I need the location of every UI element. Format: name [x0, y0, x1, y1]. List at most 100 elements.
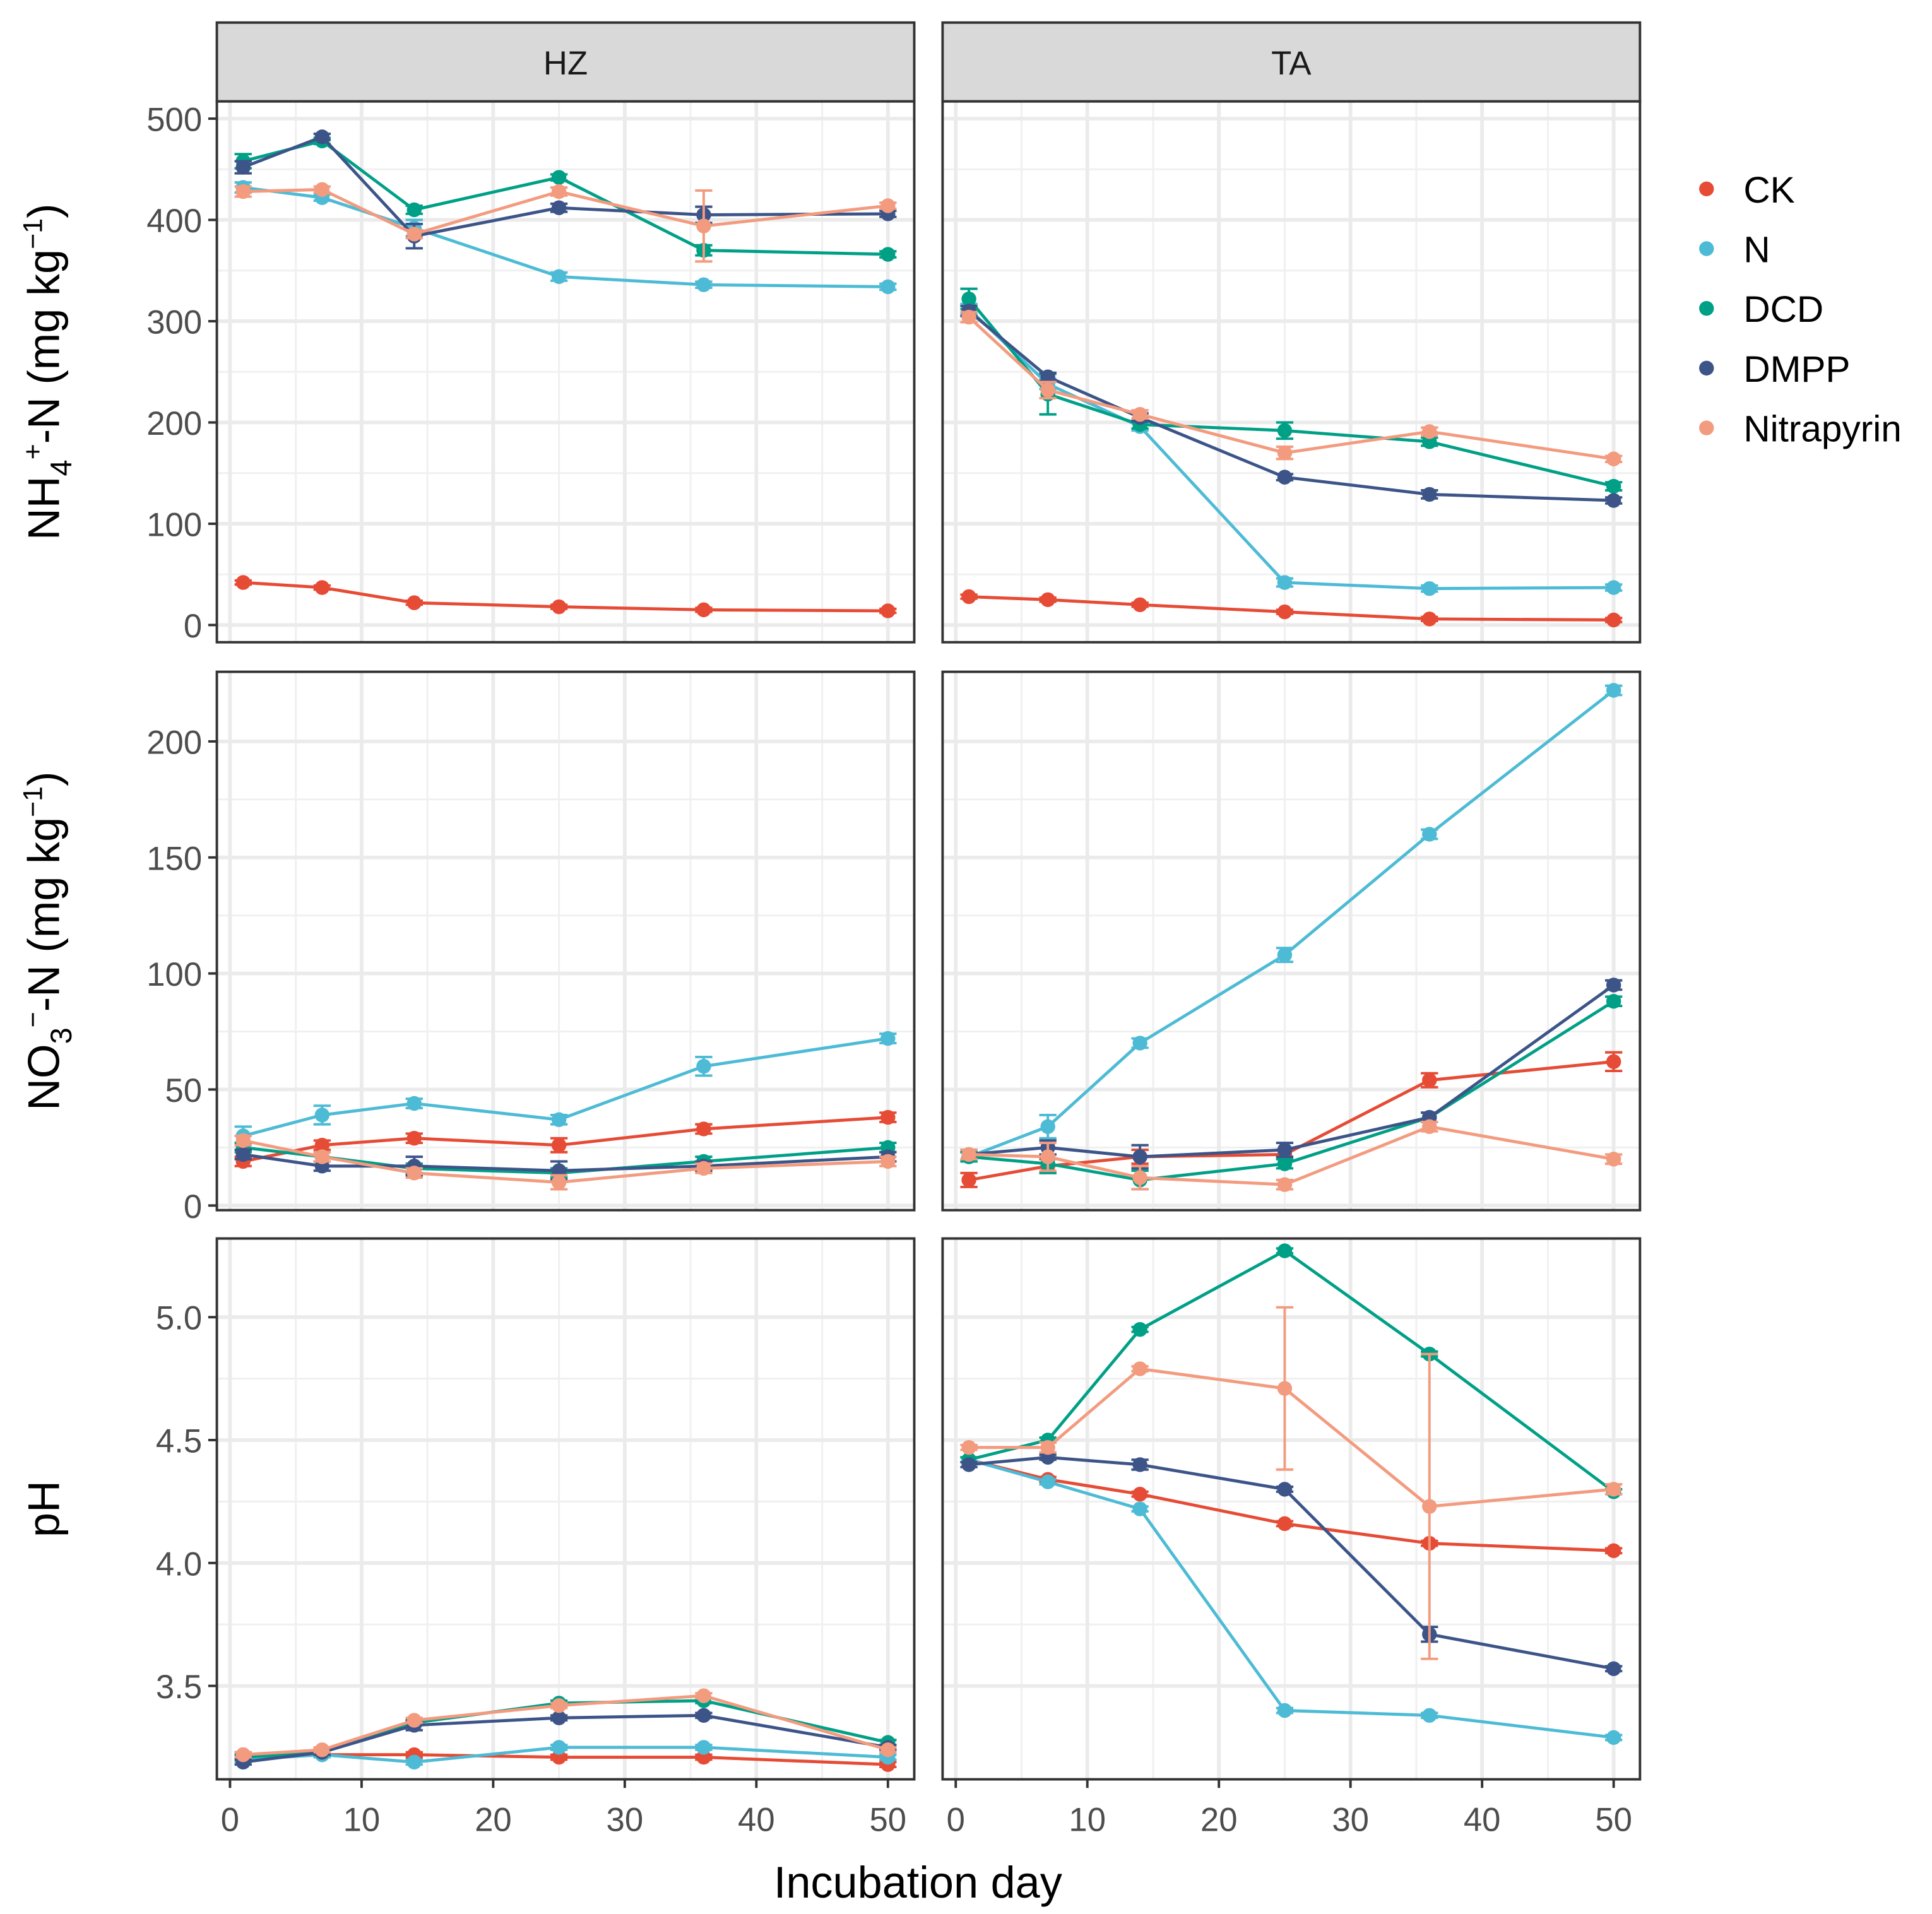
data-point: [1422, 827, 1437, 842]
series-line: [968, 307, 1614, 591]
data-point: [1277, 1516, 1293, 1532]
legend-item-n: N: [1699, 229, 1770, 270]
y-axis-title-part: −1: [18, 786, 48, 817]
series-line: [968, 316, 1614, 461]
panel-border: [941, 1237, 1642, 1781]
y-axis-title-part: NH: [19, 476, 69, 540]
data-point: [314, 1149, 330, 1164]
y-tick-label: 50: [165, 1072, 203, 1109]
series-line: [968, 310, 1614, 502]
x-tick-label: 40: [1464, 1802, 1501, 1839]
y-tick-label: 0: [184, 608, 202, 645]
series-line: [242, 135, 888, 238]
series-nitrapyrin: [234, 1133, 897, 1191]
data-point: [1606, 580, 1621, 595]
data-point: [961, 1147, 976, 1162]
y-axis-title-part: -N (mg kg: [19, 249, 69, 444]
data-point: [880, 603, 896, 618]
facet-strip: [941, 21, 1642, 103]
legend-key: [1699, 420, 1714, 435]
data-point: [1606, 612, 1621, 628]
data-point: [1606, 994, 1621, 1009]
data-point: [1132, 597, 1147, 613]
data-point: [696, 602, 711, 618]
x-tick-label: 30: [607, 1802, 644, 1839]
y-axis-title: NO3−-N (mg kg−1): [18, 771, 78, 1110]
data-point: [406, 1096, 422, 1111]
series-line: [242, 1153, 888, 1173]
data-point: [1606, 1543, 1621, 1559]
data-point: [1277, 1142, 1293, 1157]
legend-item-dcd: DCD: [1699, 289, 1823, 330]
series-line: [968, 1000, 1615, 1182]
series-line: [968, 689, 1615, 1159]
panel-hz-row1: 0 100 200 300 400 500: [146, 100, 916, 645]
data-point: [961, 1439, 976, 1455]
data-point: [1606, 1054, 1621, 1070]
data-point: [314, 580, 330, 595]
data-point: [551, 1174, 567, 1190]
data-point: [1132, 1036, 1147, 1051]
data-point: [1132, 406, 1147, 422]
facet-strip: [215, 21, 916, 103]
data-point: [551, 269, 567, 285]
series-line: [243, 1746, 888, 1764]
data-point: [235, 1747, 251, 1763]
data-point: [880, 1031, 896, 1046]
data-point: [1277, 445, 1293, 461]
legend-item-ck: CK: [1699, 170, 1795, 211]
y-axis-title-part: -N (mg kg: [19, 817, 69, 1012]
data-point: [551, 599, 567, 615]
data-point: [551, 170, 567, 185]
series-line: [243, 187, 889, 236]
data-point: [1132, 1321, 1147, 1337]
x-tick-label: 50: [1595, 1802, 1632, 1839]
data-point: [1277, 604, 1293, 620]
data-point: [314, 129, 330, 145]
legend-label: DMPP: [1743, 349, 1850, 390]
data-point: [1277, 1156, 1293, 1171]
series-line: [968, 1060, 1614, 1182]
panel-border: [215, 1237, 916, 1781]
data-point: [696, 1121, 711, 1137]
y-tick-label: 100: [146, 956, 202, 993]
legend-label: DCD: [1743, 289, 1823, 330]
y-tick-label: 200: [146, 724, 202, 761]
x-tick-label: 30: [1332, 1802, 1369, 1839]
y-axis-title: pH: [19, 1480, 69, 1537]
x-axis-title: Incubation day: [774, 1857, 1062, 1907]
data-point: [1277, 575, 1293, 590]
data-point: [696, 1058, 711, 1074]
data-point: [406, 202, 422, 218]
series-ck: [234, 575, 897, 618]
data-point: [1606, 1152, 1621, 1167]
data-point: [1132, 1501, 1147, 1516]
data-point: [235, 1147, 251, 1162]
data-point: [880, 1742, 896, 1757]
series-line: [968, 984, 1615, 1159]
x-tick-label: 10: [1069, 1802, 1106, 1839]
data-point: [696, 1708, 711, 1723]
series-line: [242, 139, 888, 256]
x-tick-label: 0: [221, 1802, 239, 1839]
data-point: [880, 1154, 896, 1169]
x-tick-label: 10: [343, 1802, 381, 1839]
y-tick-label: 5.0: [156, 1300, 202, 1337]
y-axis-title-part: ): [19, 771, 69, 786]
data-point: [406, 1713, 422, 1728]
y-tick-label: 4.0: [156, 1545, 202, 1583]
y-tick-label: 100: [146, 506, 202, 543]
panel-background: [216, 671, 915, 1210]
panel-background: [216, 1238, 915, 1780]
data-point: [1422, 581, 1437, 596]
data-point: [1422, 1499, 1437, 1514]
x-tick-label: 50: [870, 1802, 907, 1839]
data-point: [1606, 478, 1621, 494]
series-line: [968, 1458, 1614, 1739]
data-point: [1606, 978, 1621, 993]
y-axis-title-part: +: [18, 444, 48, 459]
series-line: [969, 1125, 1615, 1186]
y-tick-label: 4.5: [156, 1423, 202, 1460]
